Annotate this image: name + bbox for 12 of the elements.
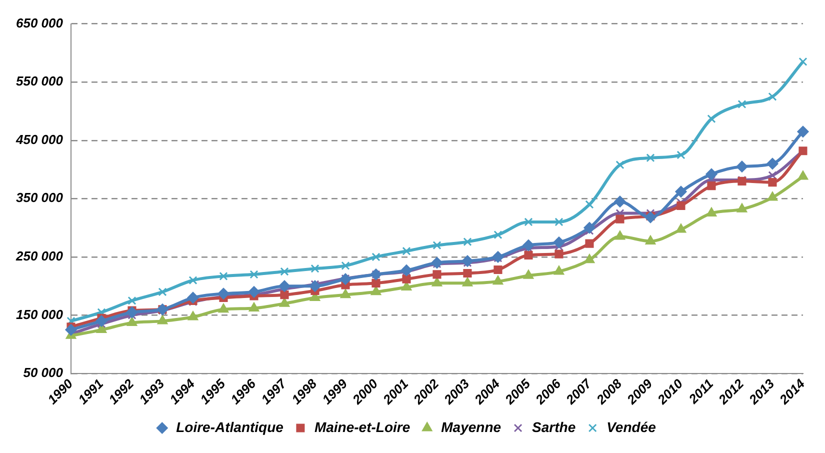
legend-label: Mayenne [441,418,502,435]
legend-label: Sarthe [532,418,576,435]
y-tick-label: 550 000 [16,74,64,89]
y-tick-label: 50 000 [23,365,64,380]
y-tick-label: 250 000 [14,248,64,264]
y-tick-label: 650 000 [16,15,64,30]
y-tick-label: 450 000 [14,132,64,147]
y-tick-label: 350 000 [16,190,64,206]
legend-label: Maine-et-Loire [314,418,410,435]
y-tick-label: 150 000 [16,306,64,322]
legend-label: Loire-Atlantique [176,418,284,435]
legend-label: Vendée [606,418,656,435]
